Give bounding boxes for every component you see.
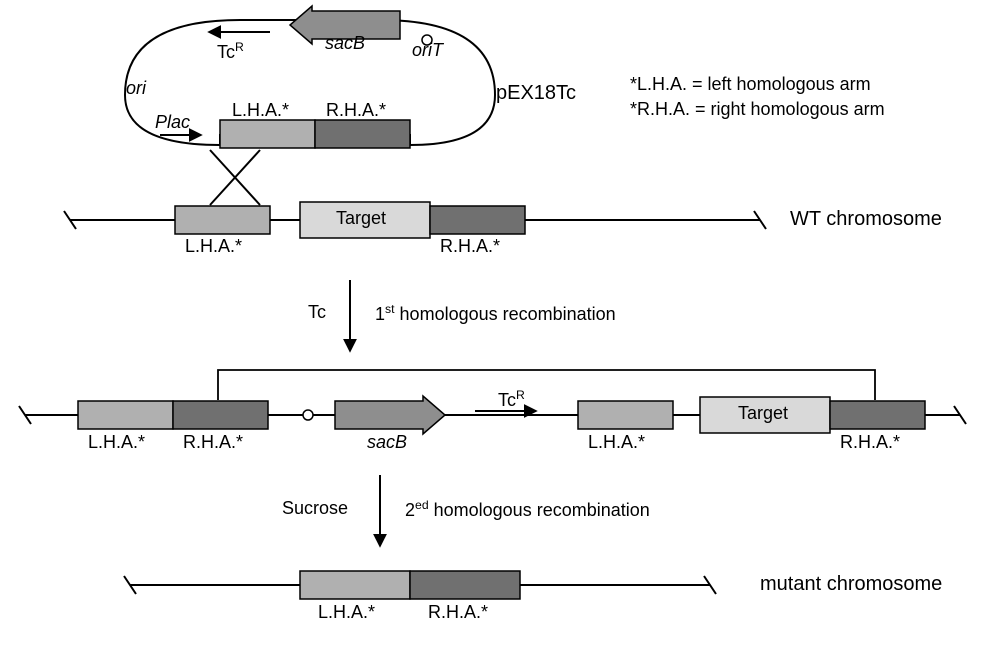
target-wt-label: Target	[336, 208, 386, 229]
target-int-label: Target	[738, 403, 788, 424]
wt-chrom-label: WT chromosome	[790, 208, 942, 231]
lha2-int-label: L.H.A.*	[588, 432, 645, 453]
lha-wt-label: L.H.A.*	[185, 236, 242, 257]
tc-selection-label: Tc	[308, 302, 326, 323]
lha-top-label: L.H.A.*	[232, 100, 289, 121]
first-rec-label: 1st homologous recombination	[375, 302, 616, 325]
legend-lha: *L.H.A. = left homologous arm	[630, 72, 885, 97]
rha-wt-label: R.H.A.*	[440, 236, 500, 257]
legend: *L.H.A. = left homologous arm *R.H.A. = …	[630, 72, 885, 122]
rha-mut-label: R.H.A.*	[428, 602, 488, 623]
lha-mut-label: L.H.A.*	[318, 602, 375, 623]
lha1-int-label: L.H.A.*	[88, 432, 145, 453]
oriT-label: oriT	[412, 40, 443, 61]
second-rec-label: 2ed homologous recombination	[405, 498, 650, 521]
plasmid-name: pEX18Tc	[496, 82, 576, 105]
mutant-label: mutant chromosome	[760, 573, 942, 596]
diagram-canvas: TcR sacB oriT ori Plac pEX18Tc L.H.A.* R…	[0, 0, 1000, 665]
rha1-int-label: R.H.A.*	[183, 432, 243, 453]
sacB-int-label: sacB	[367, 432, 407, 453]
legend-rha: *R.H.A. = right homologous arm	[630, 97, 885, 122]
ori-label: ori	[126, 78, 146, 99]
sacB-label-top: sacB	[325, 33, 365, 54]
rha2-int-label: R.H.A.*	[840, 432, 900, 453]
sucrose-label: Sucrose	[282, 498, 348, 519]
tcr-int-label: TcR	[498, 388, 525, 411]
plac-label: Plac	[155, 112, 190, 133]
tcr-label-top: TcR	[217, 40, 244, 63]
rha-top-label: R.H.A.*	[326, 100, 386, 121]
